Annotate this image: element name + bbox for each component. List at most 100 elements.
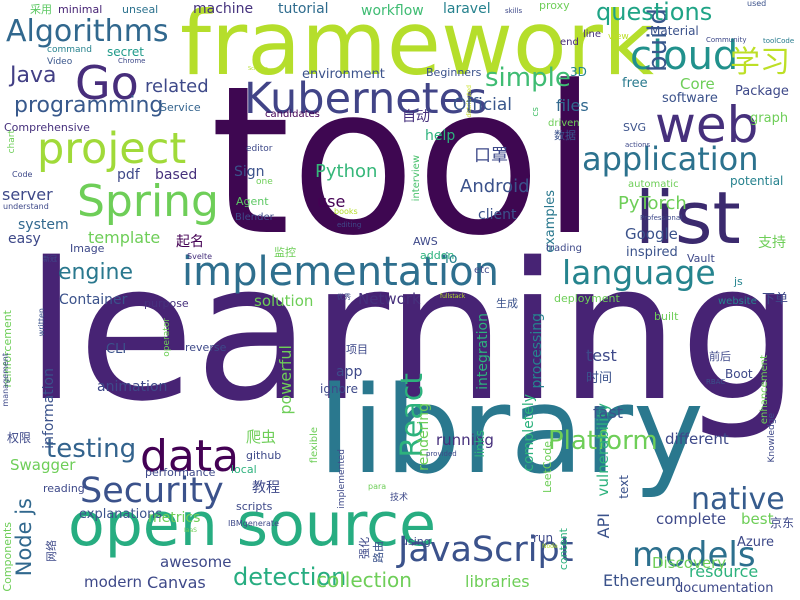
cloud-word: 路由 xyxy=(372,541,385,563)
cloud-word: website xyxy=(718,296,757,307)
cloud-word: reading xyxy=(43,482,85,495)
cloud-word: graph xyxy=(750,111,789,126)
cloud-word: cloud xyxy=(630,33,739,79)
cloud-word: line xyxy=(583,29,602,40)
cloud-word: Spring xyxy=(77,176,219,227)
cloud-word: Blender xyxy=(235,212,274,223)
cloud-word: 采用 xyxy=(30,3,52,16)
cloud-word: understand xyxy=(3,202,49,211)
cloud-word: environment xyxy=(302,67,385,82)
cloud-word: LeetCode xyxy=(541,441,554,493)
cloud-word: run xyxy=(533,531,554,545)
cloud-word: one xyxy=(256,177,273,187)
cloud-word: laravel xyxy=(443,1,491,17)
cloud-word: Screens xyxy=(248,66,268,72)
cloud-word: native xyxy=(691,482,785,517)
cloud-word: data xyxy=(140,431,240,482)
cloud-word: management xyxy=(1,353,10,407)
cloud-word: Node xyxy=(542,543,558,550)
cloud-word: complete xyxy=(656,510,727,528)
cloud-word: purpose xyxy=(144,297,189,310)
cloud-word: resource xyxy=(689,562,759,581)
cloud-word: questions xyxy=(596,0,713,26)
cloud-word: using xyxy=(401,535,431,548)
cloud-word: template xyxy=(88,228,161,247)
cloud-word: PyTorch xyxy=(618,193,687,214)
cloud-word: implemented xyxy=(337,449,347,509)
cloud-word: 数据 xyxy=(554,129,576,142)
cloud-word: editing xyxy=(337,221,362,229)
cloud-word: integration xyxy=(475,313,491,390)
cloud-word: Image xyxy=(70,242,105,255)
cloud-word: processing xyxy=(529,313,545,389)
cloud-word: unseal xyxy=(122,3,159,16)
cloud-word: server xyxy=(2,185,53,204)
cloud-word: information xyxy=(41,368,57,449)
cloud-word: library xyxy=(318,362,705,501)
cloud-word: Sign xyxy=(234,164,265,180)
cloud-word: help xyxy=(425,128,456,144)
cloud-word: Service xyxy=(160,101,201,114)
cloud-word: view xyxy=(608,32,629,42)
cloud-word: inspired xyxy=(626,245,678,260)
cloud-word: related xyxy=(145,76,209,97)
cloud-word: fullstack xyxy=(440,293,466,300)
cloud-word: candidates xyxy=(265,109,320,120)
cloud-word: chart xyxy=(7,130,17,154)
cloud-word: addon xyxy=(420,249,455,262)
cloud-word: different xyxy=(665,430,729,448)
cloud-word: list xyxy=(635,176,741,260)
cloud-word: collection xyxy=(316,568,412,592)
cloud-word: 生成 xyxy=(496,297,518,310)
cloud-word: used xyxy=(747,0,767,8)
cloud-word: Node js xyxy=(12,498,36,577)
cloud-word: 爬虫 xyxy=(246,428,277,446)
cloud-word: driven xyxy=(548,118,580,129)
cloud-word: 前后 xyxy=(709,350,731,363)
cloud-word: language xyxy=(562,253,716,292)
cloud-word: CLI xyxy=(106,342,127,357)
cloud-word: 自动 xyxy=(402,109,430,125)
cloud-word: Official xyxy=(453,95,513,115)
cloud-word: project xyxy=(37,124,187,174)
cloud-word: Community xyxy=(706,36,747,44)
cloud-word: scripts xyxy=(236,500,273,513)
cloud-word: application xyxy=(582,140,759,178)
cloud-word: interview xyxy=(411,155,422,202)
cloud-word: Algorithms xyxy=(6,14,169,49)
cloud-word: JavaScript xyxy=(398,530,574,570)
cloud-word: rendering xyxy=(416,403,432,471)
cloud-word: Code xyxy=(12,170,33,179)
cloud-word: 权限 xyxy=(7,431,32,445)
cloud-word: API xyxy=(594,513,613,539)
cloud-word: reverse xyxy=(185,341,227,354)
cloud-word: ignore xyxy=(320,382,358,396)
cloud-word: Android xyxy=(460,176,530,197)
cloud-word: pdf xyxy=(117,167,140,183)
cloud-word: 口罩 xyxy=(474,146,508,166)
cloud-word: written xyxy=(37,308,46,337)
cloud-word: minimal xyxy=(58,3,103,16)
cloud-word: machine xyxy=(193,1,254,17)
cloud-word: secret xyxy=(107,45,144,59)
cloud-word: 技术 xyxy=(390,493,409,503)
cloud-word: text xyxy=(617,475,631,499)
cloud-word: actions xyxy=(625,141,651,149)
cloud-word: test xyxy=(586,346,617,365)
cloud-word: app xyxy=(336,364,363,380)
cloud-word: Knowledge xyxy=(767,413,777,463)
cloud-word: 网络 xyxy=(45,540,58,562)
cloud-word: RBAC xyxy=(706,378,726,386)
cloud-word: 教程 xyxy=(252,480,280,496)
cloud-word: Agent xyxy=(236,195,269,208)
cloud-word: Discovery xyxy=(652,554,727,572)
cloud-word: explanations xyxy=(79,507,163,522)
cloud-word: Kubernetes xyxy=(244,74,488,124)
cloud-word: local xyxy=(231,463,257,476)
cloud-word: IBMgenerate xyxy=(228,519,279,528)
cloud-word: Components xyxy=(1,522,14,592)
cloud-word: software xyxy=(662,91,718,106)
cloud-word: 监控 xyxy=(274,246,296,259)
cloud-word: use xyxy=(317,192,346,211)
